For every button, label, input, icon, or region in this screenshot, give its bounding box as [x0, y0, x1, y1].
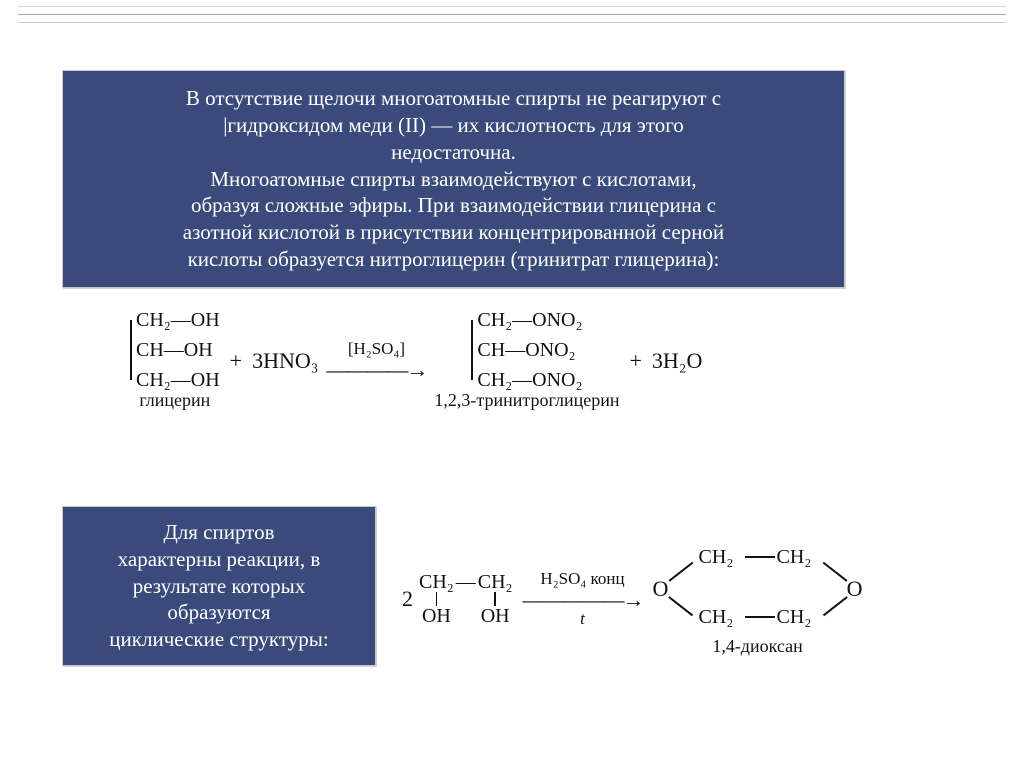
- dx-bond-3: [822, 562, 847, 582]
- dx-bond-top: [745, 556, 775, 558]
- dx-bond-4: [822, 596, 847, 616]
- dioxane-structure: O O CH₂ CH₂ CH₂ CH₂: [653, 540, 863, 636]
- dx-bond-2: [668, 596, 693, 616]
- plus-1: +: [220, 348, 252, 374]
- rule-3: [18, 22, 1006, 23]
- catalyst-temp: t: [580, 609, 585, 629]
- dioxane-ch2-tl: CH₂: [699, 546, 734, 569]
- eg-bond-left: [436, 592, 438, 606]
- cyclic-structures-text: Для спиртовхарактерны реакции, врезульта…: [85, 509, 352, 663]
- eg-oh-left: OH: [422, 606, 451, 626]
- dioxane-ch2-br: CH₂: [777, 606, 812, 629]
- dioxane-o-right: O: [847, 576, 863, 602]
- catalyst-h2so4-conc: H₂SO₄ конц: [540, 569, 624, 589]
- coeff-2: 2: [402, 588, 419, 610]
- top-rules: [0, 0, 1024, 26]
- dioxane-o-left: O: [653, 576, 669, 602]
- nitro-line-3: CH₂—ONO₂: [477, 370, 582, 390]
- rule-1: [18, 6, 1006, 7]
- slide: В отсутствие щелочи многоатомные спирты …: [0, 0, 1024, 767]
- glycerol-line-1: CH₂—OH: [136, 310, 220, 330]
- nitro-left-bar: [471, 320, 473, 380]
- nitro-line-2: CH—ONO₂: [477, 340, 575, 360]
- eg-ch2-right: CH₂: [478, 572, 513, 592]
- plus-2: +: [619, 348, 651, 374]
- glycerol-label: глицерин: [139, 390, 210, 411]
- reaction-arrow-1: ————→: [326, 357, 426, 383]
- rule-2: [18, 14, 1006, 15]
- dioxane-ch2-tr: CH₂: [777, 546, 812, 569]
- intro-paragraph-text: В отсутствие щелочи многоатомные спирты …: [159, 75, 748, 283]
- intro-paragraph-box: В отсутствие щелочи многоатомные спирты …: [62, 70, 845, 288]
- reaction-dioxane: 2 CH₂ OH — CH₂ OH H₂SO₄: [402, 540, 863, 657]
- glycerol-line-2: CH—OH: [136, 340, 213, 360]
- nitro-line-1: CH₂—ONO₂: [477, 310, 582, 330]
- byproduct-h2o: 3H₂O: [652, 350, 702, 372]
- dx-bond-1: [668, 562, 693, 582]
- dioxane-ch2-bl: CH₂: [699, 606, 734, 629]
- dioxane-label: 1,4-диоксан: [712, 636, 802, 657]
- reaction-nitroglycerin: CH₂—OH CH—OH CH₂—OH глицерин + 3HNO₃ [H₂…: [130, 310, 702, 411]
- eg-oh-right: OH: [481, 606, 510, 626]
- cyclic-structures-box: Для спиртовхарактерны реакции, врезульта…: [62, 506, 376, 666]
- glycerol-left-bar: [130, 320, 132, 380]
- reagent-hno3: 3HNO₃: [252, 350, 318, 372]
- catalyst-h2so4: [H₂SO₄]: [348, 339, 405, 359]
- eg-bond-right: [494, 592, 496, 606]
- glycerol-line-3: CH₂—OH: [136, 370, 220, 390]
- eg-ch2-left: CH₂: [419, 572, 454, 592]
- nitro-label: 1,2,3-тринитроглицерин: [434, 390, 619, 411]
- eg-dash: —: [454, 572, 478, 592]
- dx-bond-bot: [745, 616, 775, 618]
